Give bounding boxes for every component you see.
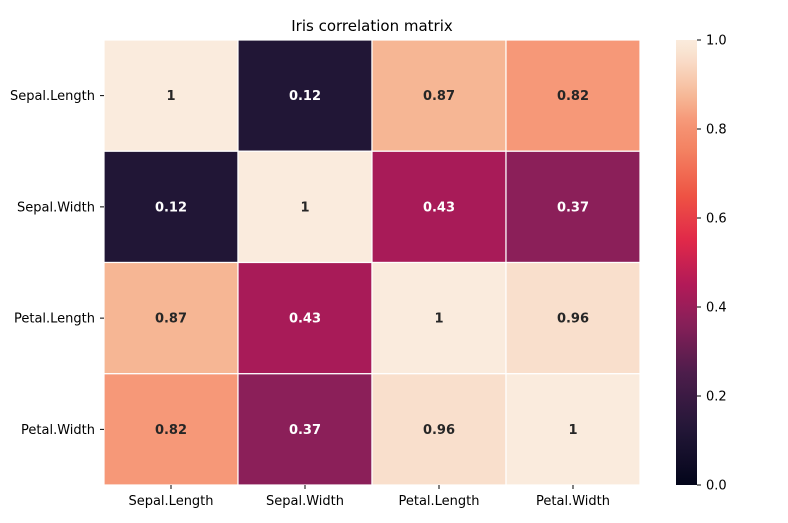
- heatmap-cell: [103, 39, 239, 152]
- cell-annotation: 1: [166, 89, 175, 104]
- colorbar-tick-label: 0.2: [706, 390, 727, 405]
- y-tick-label: Petal.Width: [21, 423, 95, 438]
- heatmap-cell: [505, 150, 641, 264]
- cell-annotation: 1: [568, 423, 577, 438]
- y-tick-label: Sepal.Length: [10, 89, 95, 104]
- colorbar-gradient: [676, 40, 697, 485]
- cell-annotation: 0.82: [557, 89, 589, 104]
- cell-annotation: 1: [434, 312, 443, 327]
- x-axis: Sepal.Length Sepal.Width Petal.Length Petal…: [128, 485, 610, 509]
- heatmap-cell: [505, 261, 641, 375]
- colorbar-tick-label: 0.4: [706, 301, 727, 316]
- x-tick-label: Sepal.Length: [128, 494, 213, 509]
- cell-annotation: 0.12: [155, 200, 187, 215]
- cell-annotation: 0.96: [557, 312, 589, 327]
- colorbar-tick-label: 0.6: [706, 212, 727, 227]
- colorbar-tick-label: 1.0: [706, 34, 727, 49]
- colorbar: 0.0 0.2 0.4 0.6 0.8 1.0: [676, 34, 727, 494]
- heatmap-cell: [103, 150, 239, 264]
- cell-annotation: 0.37: [557, 200, 589, 215]
- x-tick-label: Petal.Width: [536, 494, 610, 509]
- y-tick-label: Petal.Length: [14, 312, 95, 327]
- colorbar-tick-label: 0.8: [706, 123, 727, 138]
- heatmap-cell: [237, 150, 373, 264]
- heatmap-cell: [237, 39, 373, 152]
- cell-annotation: 0.82: [155, 423, 187, 438]
- cell-annotation: 0.96: [423, 423, 455, 438]
- heatmap-cell: [505, 39, 641, 152]
- y-tick-label: Sepal.Width: [17, 200, 95, 215]
- heatmap-cell: [371, 373, 507, 486]
- heatmap-cell: [505, 373, 641, 486]
- cell-annotation: 0.12: [289, 89, 321, 104]
- heatmap-cells: [103, 39, 641, 486]
- y-axis: Sepal.Length Sepal.Width Petal.Length Petal…: [10, 89, 104, 438]
- heatmap-cell: [237, 373, 373, 486]
- chart-title: Iris correlation matrix: [291, 17, 453, 35]
- cell-annotation: 0.37: [289, 423, 321, 438]
- heatmap-cell: [237, 261, 373, 375]
- cell-annotation: 0.43: [423, 200, 455, 215]
- cell-annotation: 0.87: [155, 312, 187, 327]
- x-tick-label: Petal.Length: [398, 494, 479, 509]
- heatmap-annotations: 1 0.12 0.87 0.82 0.12 1 0.43 0.37 0.87 0.43 1 0.96 0…: [155, 89, 589, 438]
- cell-annotation: 0.87: [423, 89, 455, 104]
- cell-annotation: 0.43: [289, 312, 321, 327]
- colorbar-tick-label: 0.0: [706, 479, 727, 494]
- x-tick-label: Sepal.Width: [266, 494, 344, 509]
- cell-annotation: 1: [300, 200, 309, 215]
- heatmap-cell: [103, 373, 239, 486]
- heatmap-cell: [371, 39, 507, 152]
